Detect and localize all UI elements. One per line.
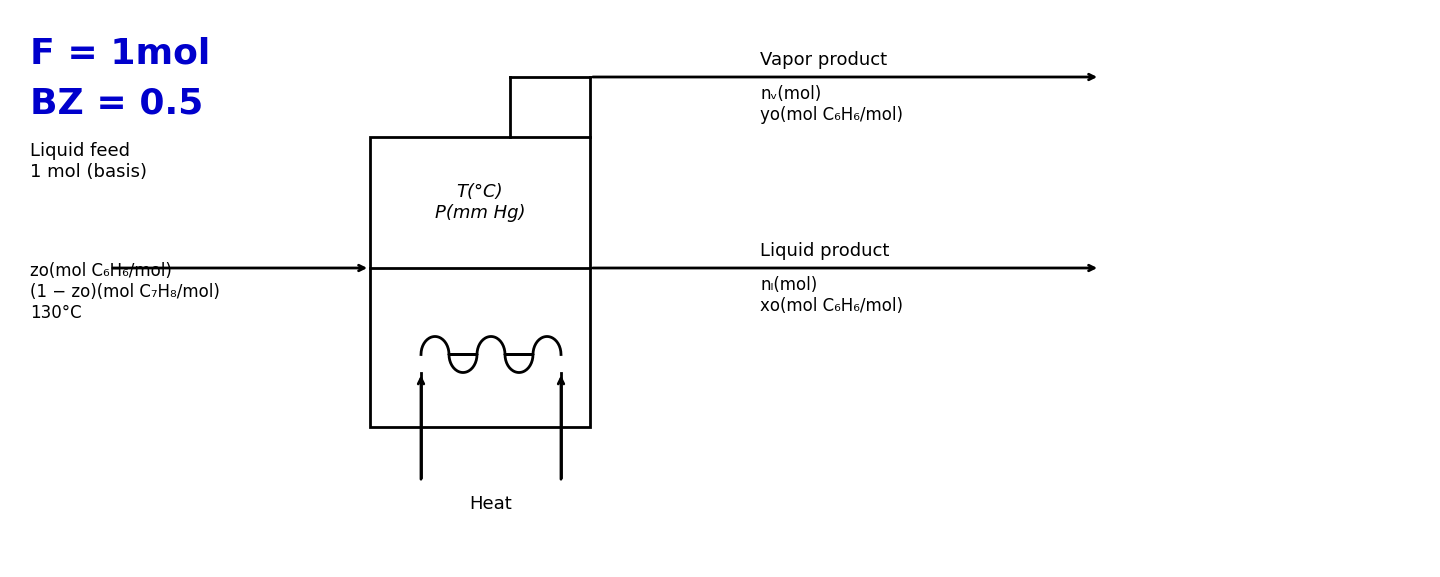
Text: BZ = 0.5: BZ = 0.5 — [30, 87, 203, 121]
Text: nᵥ(mol)
yᴏ(mol C₆H₆/mol): nᵥ(mol) yᴏ(mol C₆H₆/mol) — [760, 85, 903, 124]
Text: T(°C)
P(mm Hg): T(°C) P(mm Hg) — [435, 183, 526, 222]
Text: Vapor product: Vapor product — [760, 51, 887, 69]
Text: nₗ(mol)
xᴏ(mol C₆H₆/mol): nₗ(mol) xᴏ(mol C₆H₆/mol) — [760, 276, 903, 315]
Text: F = 1mol: F = 1mol — [30, 37, 210, 71]
Text: Heat: Heat — [469, 495, 513, 513]
Text: Liquid product: Liquid product — [760, 242, 890, 260]
Bar — [370, 137, 590, 427]
Text: zᴏ(mol C₆H₆/mol)
(1 − zᴏ)(mol C₇H₈/mol)
130°C: zᴏ(mol C₆H₆/mol) (1 − zᴏ)(mol C₇H₈/mol) … — [30, 262, 220, 321]
Text: Liquid feed
1 mol (basis): Liquid feed 1 mol (basis) — [30, 142, 147, 181]
